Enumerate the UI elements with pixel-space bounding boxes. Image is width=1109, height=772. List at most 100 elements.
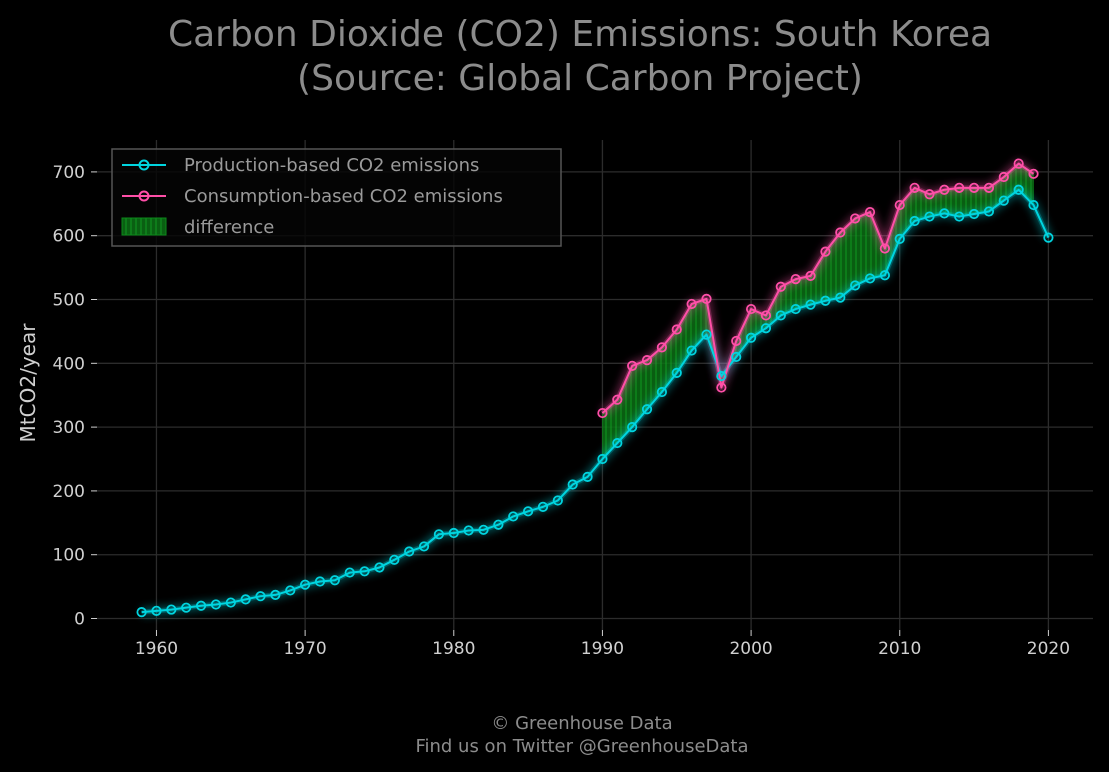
production-glow bbox=[141, 185, 1053, 617]
production-point-2001 bbox=[760, 323, 772, 334]
consumption-point-1992 bbox=[627, 360, 638, 371]
production-point-1975 bbox=[374, 562, 385, 573]
consumption-point-1995 bbox=[671, 324, 682, 335]
production-point-1997 bbox=[701, 329, 712, 340]
x-axis: 1960 1970 1980 1990 2000 2010 2020 bbox=[135, 630, 1070, 659]
consumption-point-1997 bbox=[701, 293, 712, 304]
footer-twitter: Find us on Twitter @GreenhouseData bbox=[415, 736, 748, 757]
production-point-1962 bbox=[181, 602, 192, 613]
consumption-point-1998 bbox=[716, 382, 727, 393]
consumption-point-2004 bbox=[805, 270, 816, 281]
production-point-2002 bbox=[775, 310, 786, 321]
production-point-1980 bbox=[448, 527, 459, 539]
production-point-1976 bbox=[389, 554, 400, 565]
production-point-1999 bbox=[731, 351, 742, 363]
chart-title-line2: (Source: Global Carbon Project) bbox=[297, 58, 863, 99]
production-point-2017 bbox=[998, 195, 1009, 206]
production-point-2016 bbox=[983, 206, 995, 217]
production-point-2020 bbox=[1043, 232, 1054, 243]
y-tick-label-500: 500 bbox=[53, 291, 85, 311]
production-point-2011 bbox=[909, 215, 920, 227]
production-point-1974 bbox=[359, 566, 370, 577]
consumption-point-2009 bbox=[879, 243, 890, 254]
consumption-point-2007 bbox=[850, 213, 861, 224]
consumption-point-1999 bbox=[731, 335, 742, 347]
chart-title-line1: Carbon Dioxide (CO2) Emissions: South Ko… bbox=[168, 14, 992, 55]
consumption-point-1993 bbox=[641, 355, 653, 366]
consumption-point-2016 bbox=[983, 182, 995, 193]
series-points bbox=[136, 158, 1054, 618]
consumption-point-2012 bbox=[924, 189, 935, 200]
production-point-1996 bbox=[686, 345, 697, 356]
production-point-2019 bbox=[1028, 199, 1039, 211]
production-point-1985 bbox=[523, 506, 534, 517]
production-point-2013 bbox=[939, 208, 950, 219]
production-point-2014 bbox=[954, 211, 965, 222]
production-point-2003 bbox=[790, 303, 801, 315]
consumption-point-2015 bbox=[968, 182, 980, 193]
x-tick-label-2000: 2000 bbox=[729, 639, 772, 659]
footer-copyright: © Greenhouse Data bbox=[491, 713, 672, 734]
production-point-1959 bbox=[136, 607, 147, 618]
consumption-point-1994 bbox=[656, 342, 667, 353]
production-point-1998 bbox=[716, 370, 727, 382]
production-point-1971 bbox=[314, 576, 326, 587]
production-point-1969 bbox=[285, 585, 296, 596]
production-point-1970 bbox=[300, 579, 311, 590]
production-point-1973 bbox=[344, 567, 355, 578]
production-point-1991 bbox=[612, 437, 623, 449]
consumption-point-2011 bbox=[909, 182, 920, 193]
production-point-2008 bbox=[864, 273, 876, 284]
production-point-1981 bbox=[463, 525, 474, 536]
production-point-2015 bbox=[968, 208, 980, 220]
production-point-2009 bbox=[879, 270, 890, 281]
y-axis: 0 100 200 300 400 500 600 700 bbox=[53, 163, 97, 630]
production-point-2012 bbox=[924, 211, 935, 222]
production-point-2004 bbox=[805, 299, 816, 310]
legend-marker-consumption bbox=[138, 190, 150, 202]
x-tick-label-1960: 1960 bbox=[135, 639, 178, 659]
consumption-point-2014 bbox=[954, 182, 965, 193]
production-point-1993 bbox=[641, 404, 653, 415]
x-tick-label-2020: 2020 bbox=[1027, 639, 1070, 659]
y-tick-label-200: 200 bbox=[53, 482, 85, 502]
production-point-2010 bbox=[894, 233, 905, 244]
production-point-1977 bbox=[404, 546, 415, 557]
production-point-2018 bbox=[1013, 184, 1024, 195]
y-tick-label-0: 0 bbox=[74, 610, 85, 630]
y-tick-label-100: 100 bbox=[53, 546, 85, 566]
production-point-2006 bbox=[835, 292, 846, 303]
production-point-1961 bbox=[166, 604, 177, 615]
production-point-1968 bbox=[270, 589, 281, 601]
consumption-point-2008 bbox=[864, 206, 876, 218]
production-point-1978 bbox=[418, 541, 430, 552]
legend-marker-production bbox=[138, 159, 150, 171]
consumption-point-2019 bbox=[1028, 168, 1039, 179]
consumption-point-2000 bbox=[745, 303, 757, 315]
consumption-point-2002 bbox=[775, 281, 786, 292]
production-point-1995 bbox=[671, 367, 682, 378]
consumption-point-2013 bbox=[939, 184, 950, 195]
production-point-1967 bbox=[255, 591, 266, 602]
production-point-1984 bbox=[508, 511, 519, 522]
consumption-point-1990 bbox=[597, 407, 608, 419]
difference-area bbox=[602, 163, 1034, 461]
production-point-1963 bbox=[195, 600, 207, 611]
y-tick-label-600: 600 bbox=[53, 227, 85, 247]
legend-label-difference: difference bbox=[184, 217, 274, 238]
consumption-point-2017 bbox=[998, 171, 1009, 183]
difference-fill bbox=[602, 163, 1034, 461]
x-tick-label-1980: 1980 bbox=[432, 639, 475, 659]
legend-label-consumption: Consumption-based CO2 emissions bbox=[184, 186, 503, 207]
x-tick-label-1990: 1990 bbox=[581, 639, 624, 659]
production-point-1988 bbox=[567, 479, 578, 490]
y-axis-label: MtCO2/year bbox=[16, 323, 40, 443]
consumption-point-1991 bbox=[612, 394, 623, 405]
y-tick-label-700: 700 bbox=[53, 163, 85, 183]
production-point-2007 bbox=[850, 280, 861, 291]
legend: Production-based CO2 emissions Consumpti… bbox=[111, 148, 562, 247]
legend-label-production: Production-based CO2 emissions bbox=[184, 155, 479, 176]
x-tick-label-2010: 2010 bbox=[878, 639, 921, 659]
consumption-point-2005 bbox=[820, 246, 831, 257]
consumption-point-2010 bbox=[894, 199, 905, 211]
